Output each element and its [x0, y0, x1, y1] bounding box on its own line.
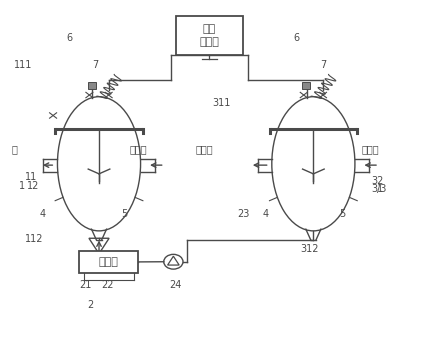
- FancyBboxPatch shape: [175, 16, 243, 55]
- Text: 水: 水: [12, 144, 17, 154]
- Text: 5: 5: [121, 209, 127, 219]
- Text: 4: 4: [40, 209, 46, 219]
- Text: 水蒸气: 水蒸气: [130, 144, 147, 154]
- Text: 4: 4: [263, 209, 269, 219]
- Text: 12: 12: [27, 181, 39, 191]
- Text: 31: 31: [371, 184, 383, 194]
- Text: /3: /3: [377, 184, 387, 194]
- Text: 22: 22: [101, 280, 114, 290]
- Text: 23: 23: [237, 209, 249, 219]
- Text: 24: 24: [169, 280, 181, 290]
- Text: 6: 6: [66, 33, 72, 43]
- FancyBboxPatch shape: [79, 251, 138, 273]
- Text: 6: 6: [294, 33, 300, 43]
- Text: 312: 312: [300, 244, 319, 254]
- FancyBboxPatch shape: [303, 82, 310, 89]
- Text: 112: 112: [25, 234, 43, 244]
- Text: 11: 11: [25, 172, 37, 182]
- Text: 1: 1: [19, 181, 26, 191]
- Text: 21: 21: [79, 280, 92, 290]
- Text: 冷却剂: 冷却剂: [361, 144, 379, 154]
- Text: 5: 5: [340, 209, 346, 219]
- Text: 过滤器: 过滤器: [99, 257, 119, 267]
- Text: 7: 7: [320, 60, 326, 70]
- FancyBboxPatch shape: [88, 82, 96, 89]
- Text: 冷却剂: 冷却剂: [195, 144, 213, 154]
- Text: 电脑
控制器: 电脑 控制器: [199, 24, 219, 47]
- Text: 7: 7: [93, 60, 99, 70]
- Text: 111: 111: [14, 60, 32, 70]
- Text: 311: 311: [213, 99, 231, 108]
- Text: 2: 2: [87, 300, 93, 310]
- Text: 32: 32: [371, 176, 384, 186]
